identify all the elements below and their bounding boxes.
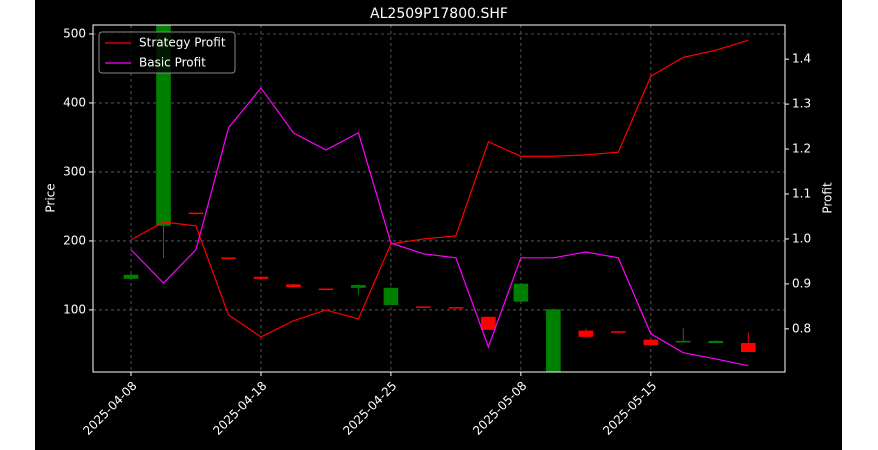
legend-box [98, 31, 236, 74]
y2-tick-label: 1.0 [792, 231, 811, 245]
y-tick-label: 400 [63, 95, 86, 109]
candle-body [513, 283, 529, 302]
plot-frame [92, 24, 786, 373]
y-tick-label: 300 [63, 164, 86, 178]
y-tick-label: 200 [63, 233, 86, 247]
candle-body [253, 276, 269, 279]
candle-body [578, 330, 594, 337]
chart-title: AL2509P17800.SHF [370, 6, 508, 22]
candle-body [188, 212, 204, 215]
y-tick-label: 100 [63, 302, 86, 316]
y2-tick-label: 1.4 [792, 52, 811, 66]
candle-body [708, 340, 724, 344]
candle-body [676, 340, 691, 343]
legend-label: Strategy Profit [139, 36, 226, 50]
line-series [130, 86, 749, 367]
candle-body [383, 287, 399, 306]
candle-body [318, 288, 334, 291]
line-series [130, 39, 749, 338]
candle-body [123, 274, 139, 279]
candle-body [546, 309, 561, 372]
candle-body [156, 25, 171, 226]
legend-label: Basic Profit [139, 56, 206, 70]
candle-body [740, 343, 756, 352]
y-axis-label: Price [44, 183, 58, 212]
y2-tick-label: 1.2 [792, 142, 811, 156]
y2-tick-label: 1.3 [792, 97, 811, 111]
candle-body [481, 316, 496, 330]
candle-body [448, 307, 464, 309]
candle-body [221, 257, 236, 259]
candle-body [416, 306, 431, 308]
y2-tick-label: 1.1 [792, 187, 811, 201]
candle-body [643, 339, 659, 346]
y2-tick-label: 0.8 [792, 321, 811, 335]
candle-body [611, 331, 626, 333]
y2-tick-label: 0.9 [792, 276, 811, 290]
plot-area [123, 25, 756, 372]
candle-body [351, 285, 366, 288]
y-tick-label: 500 [63, 26, 86, 40]
candle-body [286, 284, 301, 288]
y2-axis-label: Profit [821, 182, 835, 214]
legend: Strategy Profit Basic Profit [98, 31, 236, 74]
